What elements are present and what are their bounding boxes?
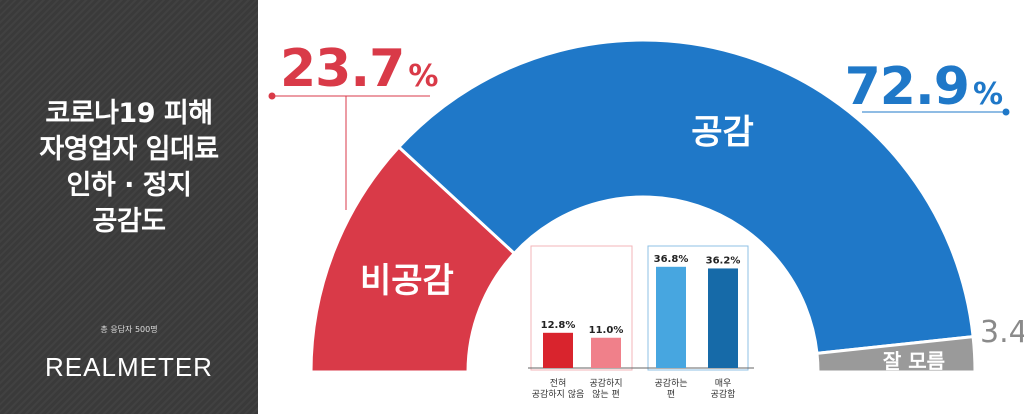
breakdown-box-disagree [530,245,633,371]
value-unknown: 3.4 [980,315,1024,350]
slice-label-disagree: 비공감 [360,261,454,301]
breakdown-category-4-line-2: 공감함 [711,388,736,400]
slice-label-unknown: 잘 모름 [883,349,945,373]
breakdown-bar-1 [543,332,573,368]
title-line-3: 인하 · 정지 [66,170,192,201]
chart-title: 코로나19 피해 자영업자 임대료 인하 · 정지 공감도 [0,96,258,240]
value-disagree: 23.7% [280,39,438,99]
breakdown-bar-4 [708,268,738,368]
slice-label-agree: 공감 [691,113,754,153]
breakdown-bar-3 [656,266,686,368]
breakdown-category-1-line-2: 공감하지 않음 [532,388,585,400]
title-line-2: 자영업자 임대료 [39,134,219,165]
title-line-4: 공감도 [92,206,166,237]
breakdown-category-2-line-1: 공감하지 [589,377,622,389]
slice-unknown [815,334,977,374]
title-line-1: 코로나19 피해 [45,98,213,129]
breakdown-bar-2 [591,337,621,368]
breakdown-category-1-line-1: 전혀 [550,378,567,389]
title-panel: 코로나19 피해 자영업자 임대료 인하 · 정지 공감도 총 응답자 500명… [0,0,258,414]
brand-logo: REALMETER [45,352,213,382]
breakdown-value-3: 36.8% [654,254,689,265]
breakdown-value-2: 11.0% [589,325,624,336]
breakdown-value-4: 36.2% [706,255,741,266]
breakdown-value-1: 12.8% [541,320,576,331]
respondent-count: 총 응답자 500명 [100,325,158,334]
breakdown-box-agree [647,245,749,371]
breakdown-category-4-line-1: 매우 [715,378,732,389]
leader-dot-disagree [268,92,276,100]
value-agree: 72.9% [845,57,1003,117]
breakdown-category-3-line-1: 공감하는 [654,377,687,389]
leader-dot-agree [1002,108,1010,116]
breakdown-category-3-line-2: 편 [667,388,675,400]
breakdown-category-2-line-2: 않는 편 [592,388,620,400]
slice-agree [396,38,975,355]
slice-disagree [309,144,517,374]
